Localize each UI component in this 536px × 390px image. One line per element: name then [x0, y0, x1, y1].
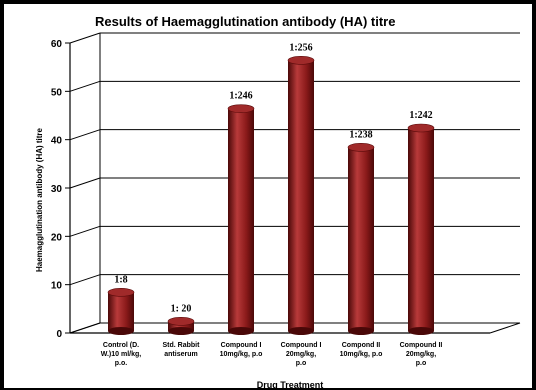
y-tick-label: 0 — [56, 329, 62, 340]
bar-body — [408, 128, 434, 331]
bar — [227, 104, 255, 335]
data-labels: 1:8 1: 20 1:246 1:256 1:238 1:242 — [114, 42, 432, 314]
bar-top — [347, 143, 375, 152]
y-tick-label: 10 — [51, 281, 63, 292]
x-category-line: Control (D. — [103, 342, 139, 349]
bar-bottom — [408, 327, 434, 335]
data-label: 1:238 — [349, 129, 372, 140]
bar — [407, 123, 435, 335]
x-category-line: p.o — [416, 360, 427, 367]
bar — [347, 143, 375, 335]
bar-bottom — [168, 327, 194, 335]
x-category-label: Std. Rabbit antiserum — [163, 342, 201, 358]
x-category-line: antiserum — [164, 351, 197, 358]
bar-top — [107, 288, 135, 297]
data-label: 1:256 — [289, 42, 312, 53]
x-category-line: Std. Rabbit — [163, 342, 201, 349]
gridline-diagonal — [69, 129, 101, 141]
bar — [167, 317, 195, 335]
bar-bottom — [288, 327, 314, 335]
bar — [287, 56, 315, 335]
y-axis-title: Haemagglutination antibody (HA) titre — [35, 127, 44, 272]
gridline-diagonal — [69, 80, 101, 92]
x-category-label: Control (D. W.)10 ml/kg, p.o. — [101, 342, 142, 367]
x-category-line: 10mg/kg, p.o — [340, 351, 383, 358]
gridline-diagonal — [69, 32, 101, 44]
x-category-line: 20mg/kg, — [286, 351, 316, 358]
y-tick-label: 50 — [51, 87, 63, 98]
floor-edge-right — [489, 322, 521, 334]
y-tick-label: 40 — [51, 136, 63, 147]
y-tick-label: 60 — [51, 39, 63, 50]
data-label: 1:246 — [229, 91, 252, 102]
bar-body — [288, 60, 314, 331]
x-category-line: p.o — [296, 360, 307, 367]
gridline-diagonal — [69, 274, 101, 286]
x-category-label: Compound I 10mg/kg, p.o — [220, 342, 263, 358]
x-category-line: W.)10 ml/kg, — [101, 351, 142, 358]
bar-top — [287, 56, 315, 65]
chart-background — [4, 4, 532, 388]
y-tick-label: 20 — [51, 232, 63, 243]
x-category-line: Compond II — [342, 342, 381, 349]
x-category-line: 20mg/kg, — [406, 351, 436, 358]
x-category-label: Compond II 10mg/kg, p.o — [340, 342, 383, 358]
bar-top — [227, 104, 255, 113]
x-category-line: p.o. — [115, 360, 127, 367]
bar-body — [348, 147, 374, 331]
y-tick-label: 30 — [51, 184, 63, 195]
y-axis-ticks: 0 10 20 30 40 50 60 — [51, 39, 70, 340]
x-category-label: Compound II 20mg/kg, p.o — [400, 342, 443, 367]
gridline-diagonal — [69, 322, 101, 334]
data-label: 1: 20 — [171, 303, 192, 314]
x-category-line: 10mg/kg, p.o — [220, 351, 263, 358]
x-category-line: Compound II — [400, 342, 443, 349]
data-label: 1:242 — [409, 110, 432, 121]
bar-body — [108, 292, 134, 331]
bar-body — [168, 321, 194, 331]
x-category-label: Compound I 20mg/kg, p.o — [281, 342, 322, 367]
data-label: 1:8 — [114, 274, 127, 285]
bar — [107, 288, 135, 335]
gridline-diagonal — [69, 177, 101, 189]
bar-body — [228, 108, 254, 332]
x-category-line: Compound I — [281, 342, 322, 349]
bar-top — [407, 123, 435, 133]
bar-bottom — [228, 327, 254, 335]
x-category-line: Compound I — [221, 342, 262, 349]
gridline-diagonal — [69, 225, 101, 237]
bar-bottom — [108, 327, 134, 335]
chart-title: Results of Haemagglutination antibody (H… — [95, 14, 395, 29]
bar-bottom — [348, 327, 374, 335]
x-axis-category-labels: Control (D. W.)10 ml/kg, p.o. Std. Rabbit an… — [101, 342, 443, 367]
bar-top — [167, 317, 195, 326]
bars — [107, 56, 435, 335]
title-background — [70, 16, 520, 30]
x-axis-title: Drug Treatment — [257, 380, 324, 390]
